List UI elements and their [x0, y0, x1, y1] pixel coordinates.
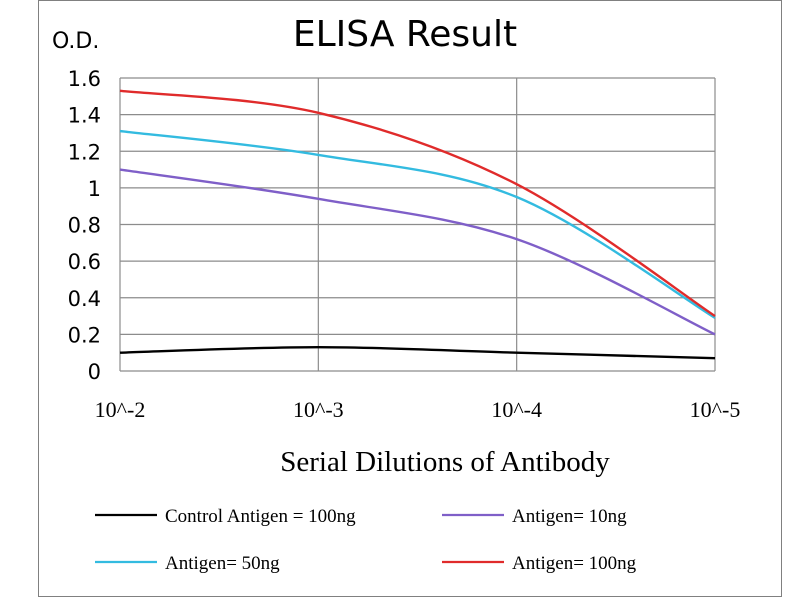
legend-label: Antigen= 10ng	[512, 506, 627, 527]
y-tick-label: 0.2	[68, 323, 101, 347]
y-tick-label: 1.2	[68, 140, 101, 164]
x-axis-label: Serial Dilutions of Antibody	[280, 446, 610, 478]
y-tick-label: 1.6	[68, 67, 101, 91]
series-line-antigen-50ng	[119, 129, 716, 319]
legend-label: Antigen= 50ng	[165, 553, 280, 574]
y-tick-label: 0.6	[68, 250, 101, 274]
legend: Control Antigen = 100ng Antigen= 10ng Anti…	[95, 506, 637, 574]
chart-frame	[38, 0, 782, 597]
y-tick-label: 0.8	[68, 214, 101, 238]
series-line-control-antigen-100ng	[119, 345, 716, 360]
y-tick-labels: 0 0.2 0.4 0.6 0.8 1 1.2 1.4 1.6	[68, 67, 101, 384]
axes	[119, 78, 715, 372]
series-lines	[119, 89, 716, 360]
x-tick-label: 10^-3	[293, 397, 344, 422]
y-tick-label: 1	[88, 177, 101, 201]
x-tick-labels: 10^-2 10^-3 10^-4 10^-5	[95, 397, 741, 422]
x-tick-label: 10^-2	[95, 397, 146, 422]
series-line-antigen-10ng	[119, 168, 716, 336]
legend-label: Control Antigen = 100ng	[165, 506, 356, 527]
y-axis-label: O.D.	[52, 29, 99, 54]
grid-lines	[120, 77, 716, 371]
y-tick-label: 0.4	[68, 287, 101, 311]
series-line-antigen-100ng	[119, 89, 716, 318]
x-tick-label: 10^-5	[690, 397, 741, 422]
x-tick-label: 10^-4	[491, 397, 542, 422]
legend-label: Antigen= 100ng	[512, 553, 637, 574]
y-tick-label: 0	[88, 360, 101, 384]
chart-title: ELISA Result	[293, 14, 517, 55]
y-tick-label: 1.4	[68, 104, 101, 128]
